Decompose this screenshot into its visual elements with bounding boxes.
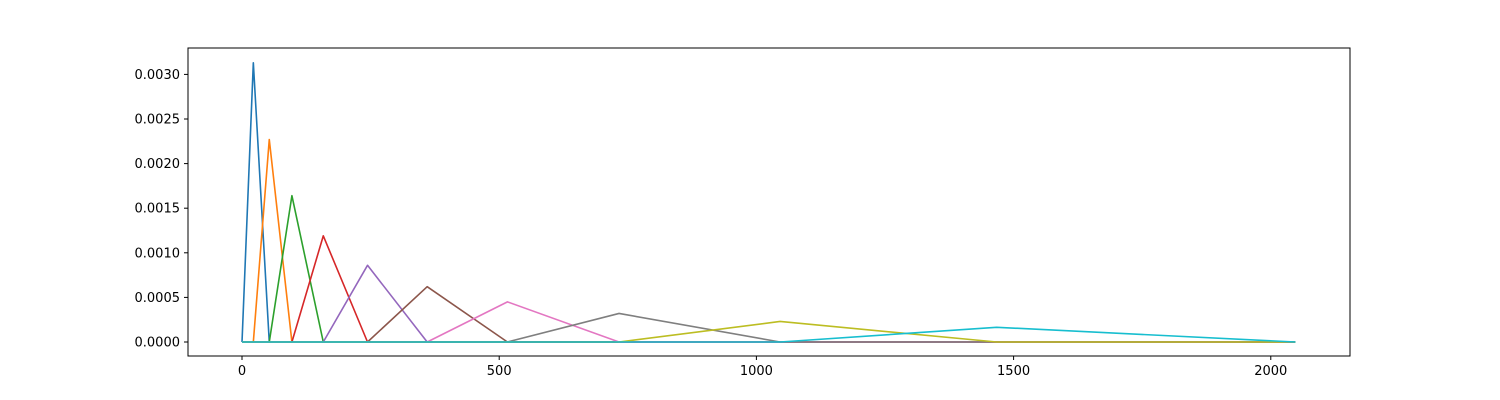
x-tick-label: 500 <box>487 364 512 379</box>
y-tick-label: 0.0005 <box>135 291 181 306</box>
plot-area-frame <box>187 47 1351 357</box>
y-tick-label: 0.0025 <box>135 113 181 128</box>
series-line-10 <box>242 326 1296 343</box>
x-tick-label: 2000 <box>1254 364 1287 379</box>
y-tick-label: 0.0020 <box>135 157 181 172</box>
y-tick-label: 0.0030 <box>135 68 181 83</box>
y-tick-label: 0.0000 <box>135 335 181 350</box>
x-axis-ticks: 0 500 1000 1500 2000 <box>238 356 1287 379</box>
y-tick-label: 0.0010 <box>135 246 181 261</box>
y-axis-ticks: 0.0000 0.0005 0.0010 0.0015 0.0020 0.0025 0.00… <box>135 68 188 350</box>
x-tick-label: 1000 <box>740 364 773 379</box>
plot-area-background <box>188 48 1350 356</box>
x-tick-label: 1500 <box>997 364 1030 379</box>
x-tick-label: 0 <box>238 364 246 379</box>
series-layer <box>241 62 1296 343</box>
y-tick-label: 0.0015 <box>135 202 181 217</box>
